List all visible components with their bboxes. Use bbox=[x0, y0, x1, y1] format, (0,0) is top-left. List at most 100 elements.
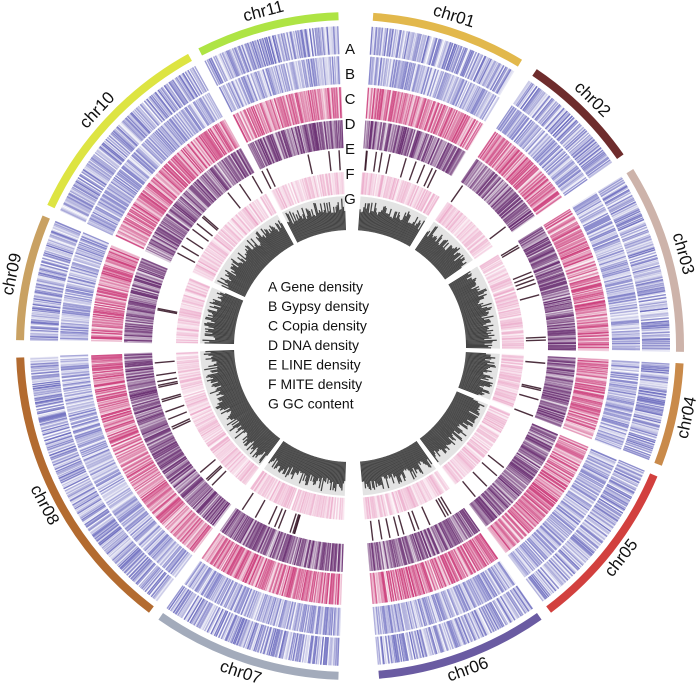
density-stripe bbox=[556, 119, 578, 141]
density-stripe bbox=[572, 394, 604, 403]
density-stripe bbox=[497, 519, 519, 544]
density-stripe bbox=[459, 225, 477, 242]
density-stripe bbox=[457, 616, 470, 644]
density-stripe bbox=[315, 606, 320, 635]
density-stripe bbox=[588, 225, 615, 239]
gc-bar bbox=[364, 461, 369, 487]
density-stripe bbox=[636, 398, 665, 406]
density-stripe bbox=[583, 464, 609, 478]
density-stripe bbox=[337, 607, 340, 636]
density-stripe bbox=[593, 240, 621, 252]
density-stripe bbox=[378, 122, 384, 151]
density-stripe bbox=[329, 496, 334, 519]
density-stripe bbox=[511, 459, 535, 478]
density-stripe bbox=[425, 137, 438, 164]
density-stripe bbox=[376, 122, 383, 151]
density-stripe bbox=[492, 397, 514, 407]
density-stripe bbox=[177, 591, 194, 616]
density-stripe bbox=[575, 199, 601, 215]
density-stripe bbox=[390, 178, 398, 200]
density-stripe bbox=[426, 169, 437, 189]
density-stripe bbox=[633, 268, 661, 278]
density-stripe bbox=[375, 636, 380, 665]
density-stripe bbox=[239, 518, 254, 544]
density-stripe bbox=[399, 127, 408, 155]
density-stripe bbox=[567, 132, 590, 153]
density-stripe bbox=[509, 161, 533, 185]
density-stripe bbox=[577, 326, 609, 331]
density-stripe bbox=[340, 497, 343, 520]
density-stripe bbox=[178, 592, 195, 617]
density-stripe bbox=[310, 540, 317, 569]
density-stripe bbox=[299, 604, 307, 632]
density-stripe bbox=[491, 483, 513, 505]
density-stripe bbox=[544, 304, 573, 312]
density-stripe bbox=[484, 570, 500, 596]
density-stripe bbox=[380, 571, 387, 603]
density-stripe bbox=[421, 530, 434, 557]
density-stripe bbox=[417, 189, 429, 211]
density-stripe bbox=[268, 628, 277, 656]
density-stripe bbox=[395, 538, 403, 567]
density-stripe bbox=[336, 543, 340, 572]
density-stripe bbox=[382, 571, 388, 603]
density-stripe bbox=[561, 500, 585, 518]
density-stripe bbox=[420, 66, 430, 95]
gc-bar bbox=[465, 347, 492, 349]
density-stripe bbox=[389, 492, 397, 515]
density-stripe bbox=[562, 177, 587, 195]
density-stripe bbox=[399, 158, 407, 178]
density-stripe bbox=[536, 411, 564, 423]
density-stripe bbox=[413, 187, 424, 209]
density-stripe bbox=[528, 133, 549, 155]
density-stripe bbox=[460, 226, 478, 243]
density-stripe bbox=[509, 552, 528, 576]
density-stripe bbox=[311, 635, 317, 664]
density-stripe bbox=[547, 336, 576, 339]
density-stripe bbox=[576, 477, 601, 493]
density-stripe bbox=[571, 485, 596, 502]
density-stripe bbox=[251, 556, 265, 587]
density-stripe bbox=[536, 410, 564, 422]
density-stripe bbox=[498, 309, 521, 316]
density-stripe bbox=[415, 532, 427, 560]
density-stripe bbox=[453, 115, 469, 144]
density-stripe bbox=[410, 484, 421, 506]
density-stripe bbox=[447, 461, 463, 480]
gc-bar bbox=[445, 410, 464, 424]
density-stripe bbox=[379, 541, 386, 570]
density-stripe bbox=[412, 64, 421, 92]
density-stripe bbox=[295, 568, 304, 600]
density-stripe bbox=[499, 107, 517, 132]
gc-bar bbox=[419, 237, 434, 254]
density-stripe bbox=[591, 232, 618, 245]
density-stripe bbox=[509, 589, 527, 614]
density-stripe bbox=[513, 504, 537, 527]
density-stripe bbox=[636, 283, 665, 291]
gc-bar bbox=[429, 429, 450, 451]
density-stripe bbox=[376, 495, 383, 518]
gc-bar bbox=[427, 239, 447, 261]
density-stripe bbox=[515, 82, 533, 107]
gc-bar bbox=[412, 443, 427, 466]
gc-bar bbox=[390, 454, 403, 483]
density-stripe bbox=[526, 435, 552, 450]
density-stripe bbox=[435, 524, 449, 551]
density-stripe bbox=[532, 481, 559, 502]
density-stripe bbox=[505, 467, 529, 486]
density-stripe bbox=[617, 462, 644, 475]
density-stripe bbox=[517, 499, 542, 522]
gc-bar bbox=[396, 211, 410, 241]
density-stripe bbox=[509, 212, 534, 231]
density-stripe bbox=[449, 550, 465, 579]
density-stripe bbox=[565, 260, 596, 273]
density-stripe bbox=[542, 564, 563, 587]
density-stripe bbox=[542, 391, 570, 400]
density-stripe bbox=[435, 556, 449, 587]
density-stripe bbox=[426, 37, 436, 65]
density-stripe bbox=[244, 521, 259, 547]
density-stripe bbox=[451, 216, 468, 235]
density-stripe bbox=[476, 608, 490, 635]
density-stripe bbox=[495, 297, 518, 305]
density-stripe bbox=[415, 188, 426, 210]
